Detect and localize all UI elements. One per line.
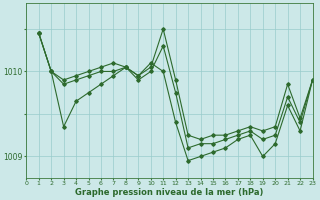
X-axis label: Graphe pression niveau de la mer (hPa): Graphe pression niveau de la mer (hPa) xyxy=(75,188,264,197)
